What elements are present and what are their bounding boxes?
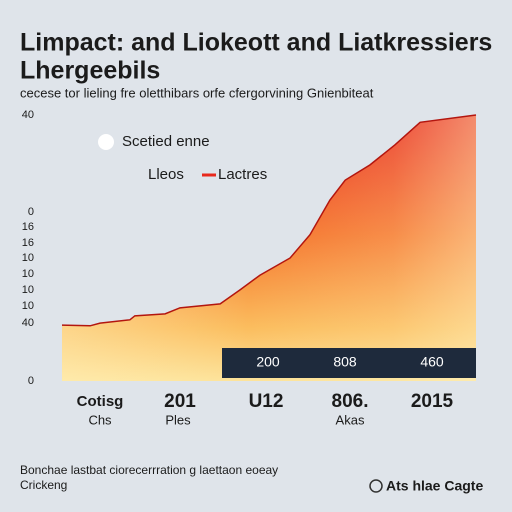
x-tick-label: 806. (332, 391, 369, 412)
band-label: 460 (420, 354, 444, 370)
source-icon (369, 479, 383, 493)
source: Ats hlae Cagte (386, 478, 483, 494)
legend-label: Scetied enne (122, 133, 210, 150)
chart-title: Limpact: and Liokeott and Liatkressiers (20, 29, 492, 57)
legend-marker (98, 134, 114, 150)
y-axis-label: 0 (28, 206, 34, 218)
y-axis-label: 16 (22, 237, 34, 249)
legend-label: Lactres (218, 166, 267, 183)
x-tick-label: 2015 (411, 391, 454, 412)
band-label: 200 (256, 354, 280, 370)
x-sublabel: Akas (336, 412, 365, 427)
y-axis-label: 40 (22, 317, 34, 329)
y-axis-label: 16 (22, 221, 34, 233)
band-label: 808 (333, 354, 357, 370)
x-sublabel: Chs (88, 412, 112, 427)
y-axis-label: 10 (22, 252, 34, 264)
area-line (61, 114, 477, 327)
x-sublabel: Ples (165, 412, 191, 427)
x-tick-label: Cotisg (77, 393, 124, 410)
y-axis-label: 40 (22, 109, 34, 121)
area-shade (62, 115, 476, 381)
x-tick-label: 201 (164, 391, 196, 412)
y-axis-label: 10 (22, 268, 34, 280)
footer: Crickeng (20, 478, 67, 492)
chart-subtitle: cecese tor lieling fre oletthibars orfe … (20, 85, 374, 100)
legend-label: Lleos (148, 166, 184, 183)
y-axis-label: 10 (22, 300, 34, 312)
y-axis-label: 0 (28, 375, 34, 387)
x-tick-label: U12 (249, 391, 284, 412)
footer: Bonchae lastbat ciorecerrration g laetta… (20, 463, 278, 477)
y-axis-label: 10 (22, 284, 34, 296)
value-band (222, 348, 476, 378)
chart-title: Lhergeebils (20, 57, 160, 85)
